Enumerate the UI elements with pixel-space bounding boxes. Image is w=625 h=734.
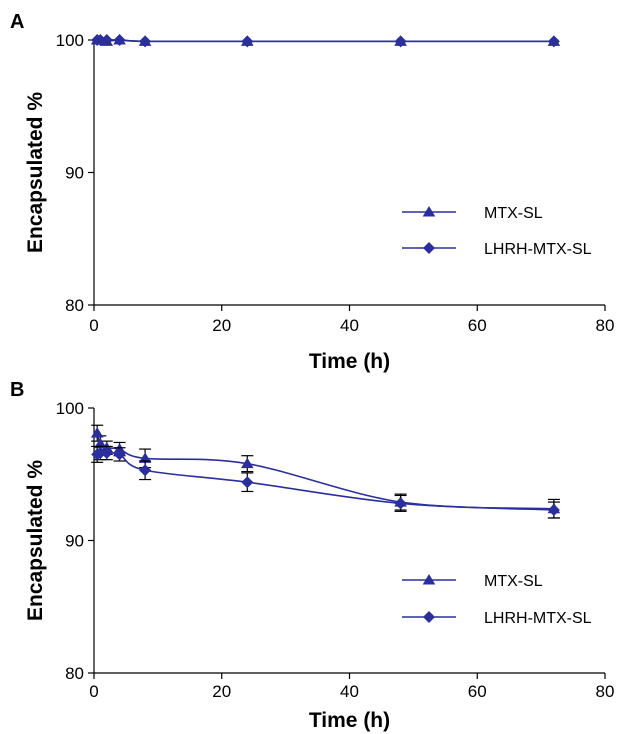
chart-panel-a: A 80 90 100 0 20 40 60 80 Time (h) Encapsulated % M… — [10, 11, 614, 373]
legend-label: LHRH-MTX-SL — [484, 241, 592, 258]
legend-label: MTX-SL — [484, 573, 543, 590]
x-tick-label: 60 — [468, 316, 487, 335]
data-point-triangle — [241, 457, 254, 469]
legend-marker-triangle — [422, 574, 436, 585]
x-tick-label: 20 — [212, 316, 231, 335]
x-tick-label: 0 — [89, 682, 98, 701]
data-point-diamond — [113, 34, 126, 46]
series-line — [96, 451, 554, 511]
data-point-diamond — [139, 464, 152, 477]
series-mtx-sl — [90, 424, 561, 519]
legend-marker-triangle — [422, 206, 436, 217]
data-point-triangle — [138, 452, 152, 463]
x-tick-label: 20 — [212, 682, 231, 701]
legend-marker-diamond — [423, 242, 435, 254]
x-axis-title: Time (h) — [309, 709, 390, 732]
data-point-triangle — [94, 437, 107, 449]
x-tick-label: 40 — [340, 682, 359, 701]
data-point-diamond — [394, 35, 407, 48]
legend-marker-diamond — [423, 611, 435, 623]
data-point-diamond — [94, 34, 107, 46]
x-tick-label: 60 — [468, 682, 487, 701]
data-point-diamond — [241, 476, 254, 489]
y-tick-label: 80 — [65, 664, 84, 683]
chart-panel-b: B 80 90 100 0 20 40 60 80 Time (h) Encapsulated % M… — [10, 379, 614, 732]
data-point-diamond — [241, 35, 254, 48]
data-point-diamond — [100, 447, 113, 460]
data-point-triangle — [90, 427, 104, 438]
data-point-diamond — [547, 504, 560, 517]
y-tick-label: 100 — [56, 31, 84, 50]
x-tick-label: 0 — [89, 316, 98, 335]
x-tick-label: 80 — [596, 316, 615, 335]
x-tick-label: 80 — [596, 682, 615, 701]
data-point-diamond — [113, 448, 126, 461]
data-point-diamond — [547, 35, 560, 48]
data-point-diamond — [100, 34, 113, 46]
legend-label: LHRH-MTX-SL — [484, 610, 592, 627]
x-tick-label: 40 — [340, 316, 359, 335]
y-tick-label: 80 — [65, 296, 84, 315]
y-tick-label: 90 — [65, 164, 84, 183]
data-point-diamond — [139, 35, 152, 48]
x-axis-title: Time (h) — [309, 350, 390, 373]
series-line — [96, 432, 554, 510]
data-point-diamond — [394, 497, 407, 510]
data-point-diamond — [94, 447, 107, 460]
y-tick-label: 90 — [65, 532, 84, 551]
panel-letter: A — [10, 11, 24, 33]
series-lhrh-mtx-sl — [91, 34, 560, 48]
panel-letter: B — [10, 379, 24, 401]
y-axis-title: Encapsulated % — [24, 460, 47, 621]
y-axis-title: Encapsulated % — [24, 92, 47, 253]
series-lhrh-mtx-sl — [91, 445, 560, 519]
series-mtx-sl — [90, 34, 561, 46]
series-line — [97, 39, 554, 43]
legend-label: MTX-SL — [484, 205, 543, 222]
y-tick-label: 100 — [56, 399, 84, 418]
